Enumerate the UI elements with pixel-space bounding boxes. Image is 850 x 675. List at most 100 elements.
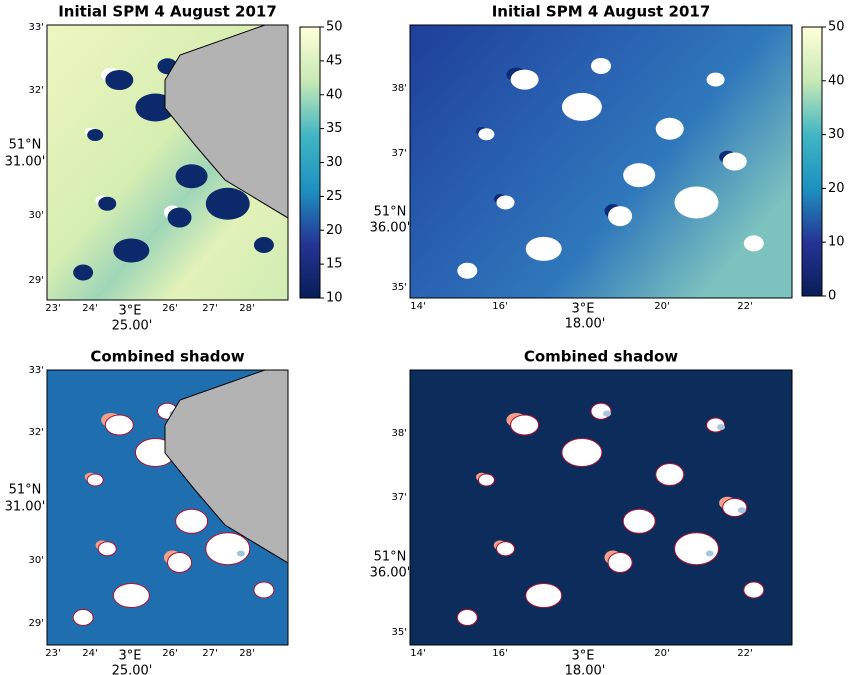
cloud — [591, 57, 611, 74]
cloud — [510, 414, 540, 436]
y-tick-label: 35' — [392, 282, 407, 293]
colorbar — [801, 26, 823, 297]
map-image — [410, 25, 792, 298]
y-axis-label: 36.00' — [370, 221, 411, 236]
cloud — [655, 463, 685, 486]
cloud-edge — [603, 410, 611, 417]
cloud — [496, 541, 515, 557]
land — [164, 370, 288, 564]
x-tick-label: 20' — [654, 648, 669, 659]
colorbar-tick-label: 50 — [326, 20, 343, 35]
x-tick-label: 22' — [737, 648, 752, 659]
x-tick-label: 26' — [162, 648, 177, 659]
cloud-edge — [737, 507, 746, 514]
panel-title: Initial SPM 4 August 2017 — [492, 3, 711, 21]
y-axis-label: 51°N — [9, 138, 42, 153]
cloud — [112, 583, 150, 608]
x-tick-label: 14' — [410, 648, 425, 659]
x-tick-label: 14' — [410, 301, 425, 312]
land — [164, 25, 288, 219]
colorbar-tick-label: 45 — [326, 53, 343, 68]
cloud — [205, 532, 251, 566]
x-tick-label: 23' — [45, 303, 60, 314]
x-tick-label: 26' — [162, 303, 177, 314]
y-tick-label: 37' — [392, 148, 407, 159]
cloud — [608, 206, 633, 227]
cloud — [97, 541, 117, 557]
x-tick-label: 27' — [202, 303, 217, 314]
y-axis-label: 31.00' — [5, 500, 46, 515]
x-tick-label: 16' — [492, 648, 507, 659]
cloud — [104, 414, 134, 436]
map-panel: Combined shadow 14' 16' 20' 22' 38' 37' 35' 3°E1… — [370, 348, 793, 675]
y-tick-label: 37' — [392, 492, 407, 503]
colorbar — [299, 26, 321, 299]
y-tick-label: 33' — [29, 365, 44, 376]
panel-title: Initial SPM 4 August 2017 — [58, 3, 277, 21]
y-tick-label: 30' — [29, 555, 44, 566]
map-image — [47, 25, 288, 300]
cloud — [457, 262, 478, 279]
panel-title: Combined shadow — [90, 348, 244, 366]
cloud — [561, 92, 602, 121]
map-panel: Combined shadow 23' 24' 26' 27' 28' 33' 32' 30' 2… — [5, 348, 289, 675]
map-image — [47, 370, 288, 645]
cloud — [674, 532, 719, 566]
x-tick-label: 22' — [737, 301, 752, 312]
cloud — [561, 438, 603, 467]
cloud — [622, 508, 656, 534]
y-tick-label: 33' — [29, 22, 44, 33]
colorbar-tick-label: 10 — [326, 291, 343, 306]
cloud — [607, 552, 633, 573]
cloud — [477, 473, 495, 487]
map-frame — [409, 369, 793, 646]
map-frame — [46, 24, 289, 301]
map-panel: Initial SPM 4 August 2017 23' 24' 26' 27' 28'… — [5, 3, 343, 334]
cloud — [105, 70, 134, 90]
y-axis-label: 51°N — [9, 483, 42, 498]
map-panel: Initial SPM 4 August 2017 14' 16' 20' 22' 38'… — [370, 3, 845, 332]
y-tick-label: 29' — [29, 618, 44, 629]
y-tick-label: 30' — [29, 210, 44, 221]
y-tick-label: 38' — [392, 83, 407, 94]
cloud — [525, 236, 562, 261]
x-tick-label: 24' — [82, 303, 97, 314]
x-axis-label: 25.00' — [112, 664, 153, 675]
cloud — [496, 195, 515, 210]
colorbar-tick-label: 30 — [326, 155, 343, 170]
x-tick-label: 28' — [239, 303, 254, 314]
cloud — [706, 72, 725, 87]
map-frame — [409, 24, 793, 299]
cloud — [623, 163, 656, 188]
colorbar-tick-label: 40 — [326, 87, 343, 102]
colorbar-tick-label: 20 — [828, 181, 845, 196]
map-frame — [46, 369, 289, 646]
x-tick-label: 28' — [239, 648, 254, 659]
x-axis-label: 3°E — [119, 304, 142, 319]
cloud — [253, 237, 274, 253]
cloud — [167, 207, 192, 228]
x-axis-label: 3°E — [572, 302, 595, 317]
x-axis-label: 3°E — [119, 649, 142, 664]
x-axis-label: 25.00' — [112, 319, 153, 334]
y-tick-label: 38' — [392, 428, 407, 439]
cloud — [167, 552, 193, 573]
y-axis-label: 31.00' — [5, 155, 46, 170]
cloud — [86, 473, 104, 487]
x-tick-label: 23' — [45, 648, 60, 659]
cloud — [175, 508, 209, 534]
cloud — [510, 69, 539, 90]
cloud — [655, 117, 684, 140]
y-tick-label: 32' — [29, 85, 44, 96]
panel-title: Combined shadow — [524, 348, 678, 366]
y-axis-label: 36.00' — [370, 566, 411, 581]
cloud — [456, 609, 478, 626]
cloud — [253, 581, 275, 599]
y-tick-label: 29' — [29, 275, 44, 286]
colorbar-tick-label: 25 — [326, 189, 343, 204]
x-tick-label: 24' — [82, 648, 97, 659]
y-axis-label: 51°N — [374, 205, 407, 220]
cloud — [113, 238, 150, 263]
cloud-edge — [705, 550, 714, 557]
